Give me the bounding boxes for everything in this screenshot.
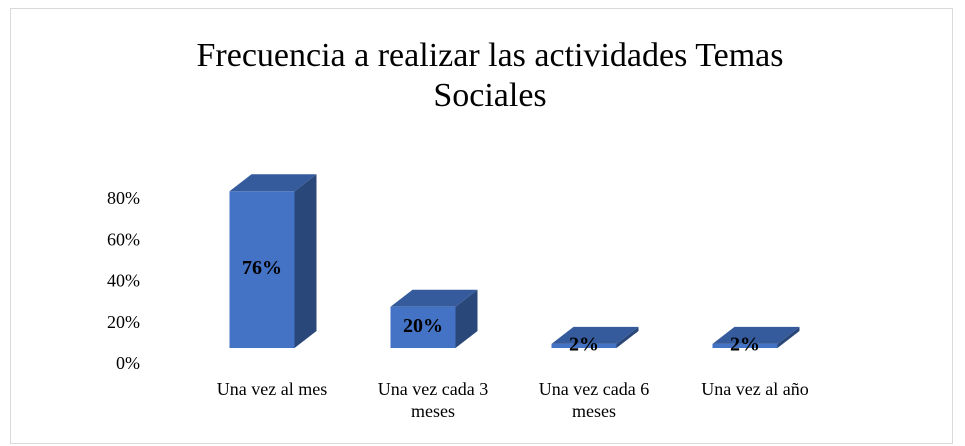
x-tick-label: Una vez al año (701, 379, 809, 399)
bar (229, 174, 317, 348)
y-tick-label: 60% (107, 229, 140, 249)
y-tick-label: 20% (107, 312, 140, 332)
bar-front (229, 191, 295, 348)
bar-top (551, 326, 639, 344)
bar-side (777, 326, 800, 348)
bar-front (551, 343, 617, 348)
y-tick-label: 80% (107, 188, 140, 208)
x-tick-label: Una vez cada 6 meses (538, 379, 650, 421)
bar-front (712, 343, 778, 348)
bar (712, 326, 800, 348)
chart-title: Frecuencia a realizar las actividades Te… (196, 37, 784, 114)
bar-front (390, 306, 456, 348)
data-label: 2% (569, 334, 599, 356)
data-label: 20% (403, 315, 443, 337)
x-tick-label: Una vez al mes (216, 379, 328, 399)
bar-top (390, 289, 478, 307)
data-label: 2% (730, 334, 760, 356)
bar-top (229, 174, 317, 192)
x-tick-label: Una vez cada 3 meses (377, 379, 489, 421)
bar (551, 326, 639, 348)
bar-side (455, 289, 478, 348)
bar (390, 289, 478, 348)
chart-frame (10, 8, 953, 444)
data-label: 76% (242, 257, 282, 279)
bar-side (294, 174, 317, 348)
y-tick-label: 0% (116, 353, 140, 373)
bar-side (616, 326, 639, 348)
y-tick-label: 40% (107, 271, 140, 291)
bar-top (712, 326, 800, 344)
